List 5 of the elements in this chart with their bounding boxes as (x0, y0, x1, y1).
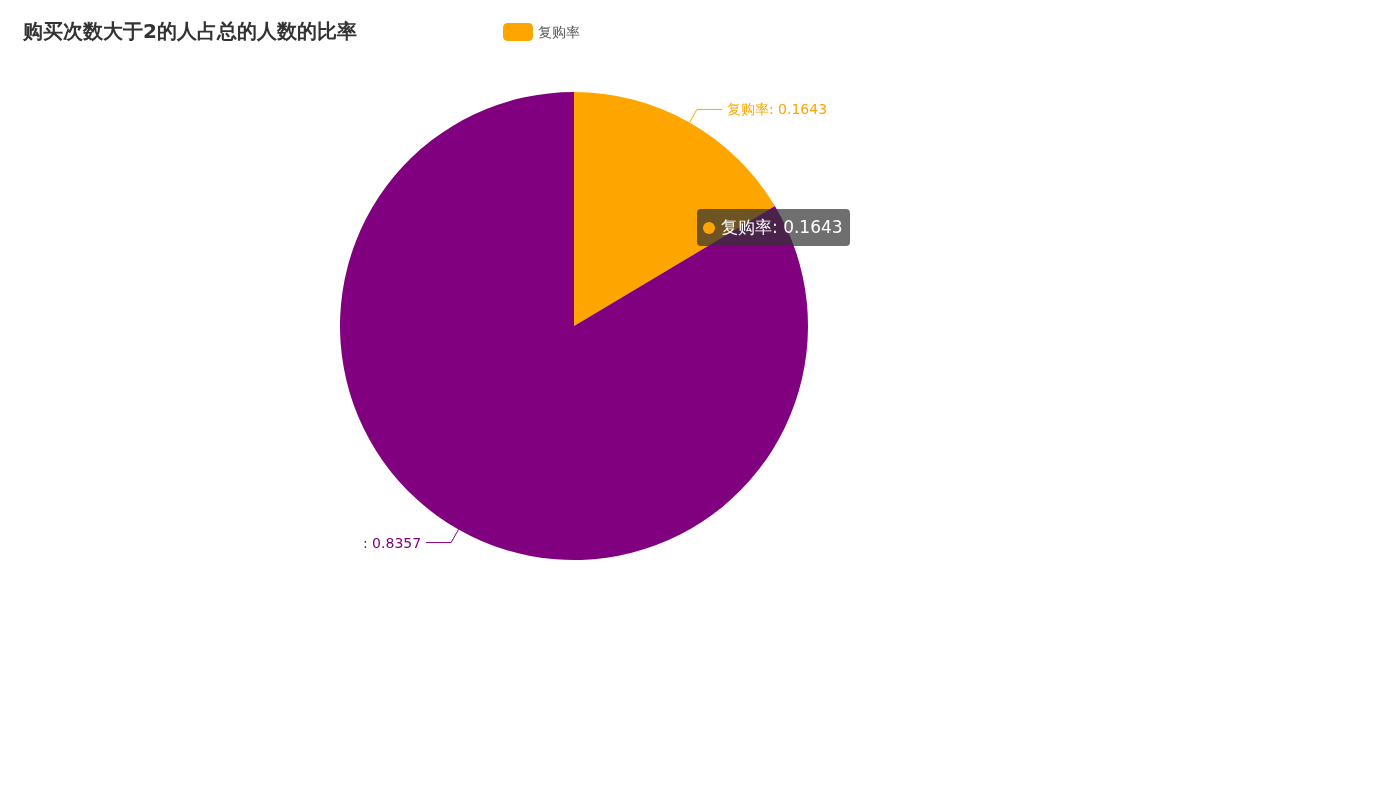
data-label: : 0.8357 (362, 534, 422, 551)
text: 复购率: 0.1643 (721, 216, 843, 239)
chart-title: 购买次数大于2的人占总的人数的比率 (22, 19, 357, 43)
data-label: 复购率: 0.1643 (726, 101, 828, 118)
legend-label: 复购率 (538, 24, 580, 40)
